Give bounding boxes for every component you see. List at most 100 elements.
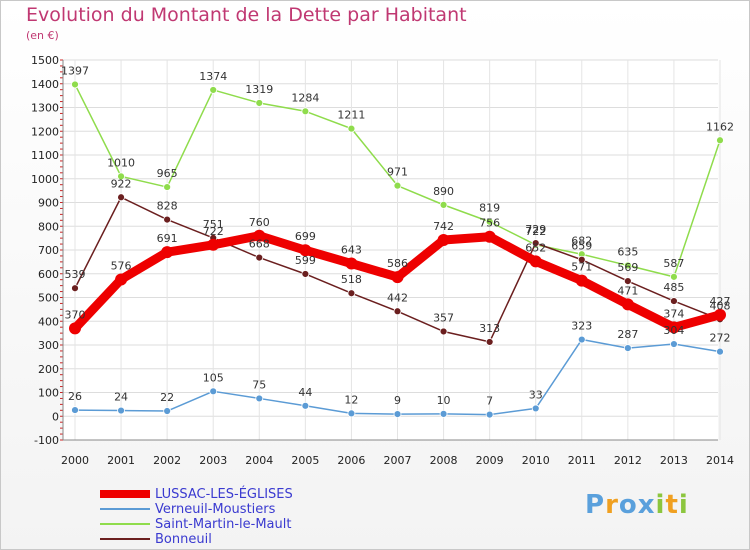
data-point: [207, 238, 220, 251]
data-label: 659: [571, 240, 592, 253]
x-tick-label: 2004: [245, 454, 273, 467]
y-tick-label: 500: [38, 292, 59, 305]
data-label: 9: [394, 394, 401, 407]
data-point: [621, 298, 634, 311]
data-label: 569: [617, 261, 638, 274]
data-label: 971: [387, 166, 408, 179]
data-point: [163, 407, 172, 415]
data-label: 357: [433, 311, 454, 324]
x-tick-label: 2008: [430, 454, 458, 467]
y-tick-label: 0: [52, 410, 59, 423]
data-label: 751: [203, 218, 224, 231]
data-label: 691: [157, 232, 178, 245]
legend-swatch: [100, 490, 150, 498]
data-point: [163, 215, 172, 224]
y-tick-label: 300: [38, 339, 59, 352]
data-label: 313: [479, 322, 500, 335]
data-point: [255, 394, 264, 403]
data-point: [71, 284, 79, 293]
data-point: [117, 172, 125, 181]
data-label: 33: [529, 388, 543, 401]
data-point: [393, 410, 402, 419]
data-label: 828: [157, 200, 178, 213]
y-tick-label: 1500: [31, 54, 59, 67]
data-point: [437, 234, 450, 247]
data-point: [485, 338, 494, 346]
data-point: [161, 246, 174, 259]
chart-title: Evolution du Montant de la Dette par Hab…: [26, 4, 467, 26]
data-point: [529, 255, 542, 268]
y-tick-label: 1200: [31, 125, 59, 138]
data-label: 722: [203, 225, 224, 238]
data-point: [623, 277, 632, 286]
data-point: [209, 387, 218, 396]
data-label: 471: [617, 284, 638, 297]
y-tick-label: 100: [38, 387, 59, 400]
data-label: 819: [479, 202, 500, 215]
x-tick-label: 2012: [614, 454, 642, 467]
y-tick-label: 1300: [31, 102, 59, 115]
data-point: [439, 200, 448, 209]
data-label: 22: [160, 391, 174, 404]
y-tick-label: 700: [38, 244, 59, 257]
chart-subtitle: (en €): [26, 29, 59, 42]
data-label: 7: [486, 395, 493, 408]
x-tick-label: 2013: [660, 454, 688, 467]
data-point: [347, 289, 356, 298]
data-label: 442: [387, 291, 408, 304]
legend-swatch: [100, 523, 150, 525]
data-label: 1162: [706, 120, 734, 133]
x-tick-label: 2007: [384, 454, 412, 467]
x-tick-label: 2003: [199, 454, 227, 467]
data-label: 323: [571, 320, 592, 333]
data-point: [623, 261, 632, 270]
y-tick-label: 1000: [31, 173, 59, 186]
data-label: 756: [479, 217, 500, 230]
data-label: 12: [344, 393, 358, 406]
data-point: [71, 80, 79, 89]
data-point: [714, 308, 726, 321]
data-point: [531, 239, 540, 248]
x-tick-label: 2010: [522, 454, 550, 467]
data-label: 518: [341, 273, 362, 286]
data-label: 965: [157, 167, 178, 180]
legend-label: Bonneuil: [155, 532, 212, 547]
data-point: [485, 217, 494, 226]
x-tick-label: 2014: [706, 454, 734, 467]
data-label: 105: [203, 371, 224, 384]
data-label: 272: [710, 332, 731, 345]
data-point: [531, 404, 540, 413]
data-point: [670, 297, 678, 305]
data-point: [667, 321, 680, 334]
legend-swatch: [100, 538, 150, 540]
data-label: 1010: [107, 156, 135, 169]
data-label: 408: [710, 299, 731, 312]
data-point: [623, 344, 632, 352]
data-point: [393, 181, 402, 190]
data-point: [439, 409, 448, 418]
data-label: 24: [114, 391, 128, 404]
data-point: [301, 270, 310, 278]
data-label: 427: [710, 295, 731, 308]
data-label: 10: [437, 394, 451, 407]
data-point: [716, 136, 724, 145]
legend-label: LUSSAC-LES-ÉGLISES: [155, 487, 293, 502]
y-tick-label: -100: [34, 434, 59, 447]
data-label: 722: [525, 225, 546, 238]
data-point: [117, 406, 125, 415]
data-point: [301, 401, 310, 410]
data-label: 742: [433, 220, 454, 233]
data-point: [347, 124, 356, 133]
data-point: [163, 183, 172, 191]
data-label: 26: [68, 390, 82, 403]
x-tick-label: 2009: [476, 454, 504, 467]
data-label: 1397: [61, 64, 89, 77]
data-label: 485: [663, 281, 684, 294]
data-point: [577, 255, 586, 264]
y-tick-label: 800: [38, 220, 59, 233]
data-point: [71, 406, 79, 414]
data-label: 668: [249, 238, 270, 251]
y-tick-label: 1100: [31, 149, 59, 162]
x-tick-label: 2002: [153, 454, 181, 467]
